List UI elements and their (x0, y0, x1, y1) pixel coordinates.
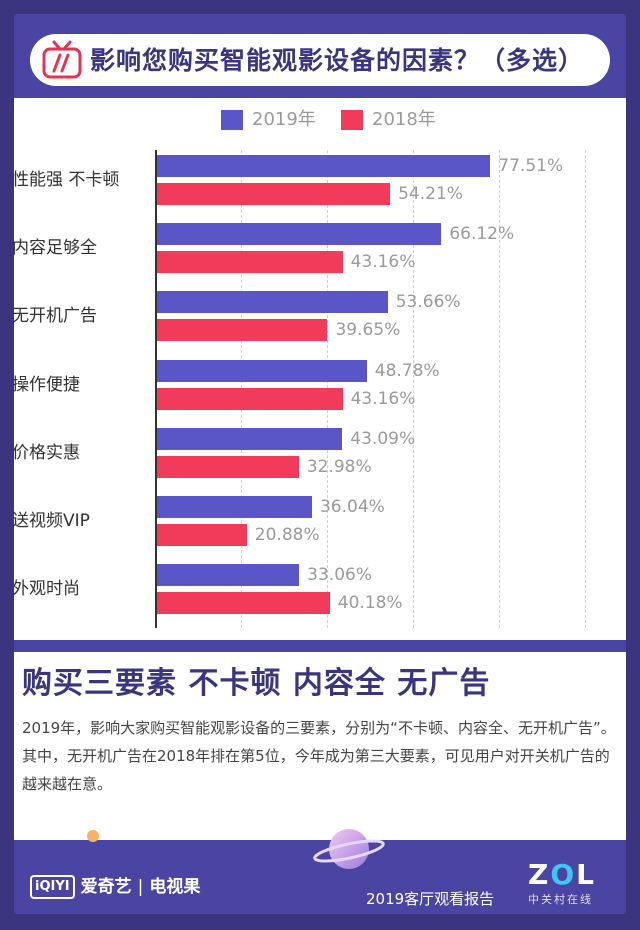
gridline (413, 150, 414, 628)
zol-letter-l: L (576, 858, 596, 891)
bar-2018 (157, 524, 247, 546)
data-label: 32.98% (306, 456, 372, 477)
data-label: 36.04% (319, 497, 385, 517)
category-label: 性能强 不卡顿 (12, 170, 120, 190)
y-axis (155, 150, 157, 628)
iqiyi-brand: iQIYI 爱奇艺 | 电视果 (30, 872, 200, 902)
gridline (499, 150, 500, 628)
title-pill (30, 34, 610, 86)
bar-2019 (157, 427, 343, 450)
category-label: 无开机广告 (12, 306, 97, 327)
bar-2019 (157, 291, 388, 314)
gridline (585, 150, 586, 628)
zol-subtitle: 中关村在线 (528, 893, 593, 906)
data-label: 43.16% (350, 388, 416, 409)
data-label: 33.06% (307, 565, 372, 586)
bar-2019 (157, 496, 312, 518)
zol-logo: ZOL (528, 858, 596, 892)
bar-2018 (157, 251, 343, 274)
bar-2018 (157, 387, 343, 410)
decorative-dot (87, 830, 99, 842)
planet-icon (313, 829, 385, 869)
iqiyi-logo: iQIYI (30, 875, 75, 899)
category-label: 操作便捷 (12, 374, 80, 395)
bar-2019 (157, 223, 442, 246)
bar-2018 (157, 183, 391, 205)
bar-2019 (157, 564, 300, 587)
summary-body: 2019年，影响大家购买智能观影设备的三要素，分别为“不卡顿、内容全、无开机广告… (22, 719, 616, 793)
zol-letter-o: O (550, 858, 577, 891)
data-label: 39.65% (335, 320, 401, 341)
data-label: 66.12% (449, 224, 515, 245)
data-label: 48.78% (374, 360, 440, 381)
bar-2019 (157, 359, 367, 382)
bar-2018 (157, 592, 330, 615)
category-label: 送视频VIP (12, 511, 90, 531)
category-label: 价格实惠 (12, 442, 80, 463)
legend-label-2018: 2018年 (372, 109, 436, 130)
legend-label-2019: 2019年 (252, 109, 316, 130)
tv-icon (42, 40, 82, 79)
summary-panel (14, 652, 626, 840)
brand-sub: 电视果 (149, 877, 201, 897)
legend-swatch-2018 (341, 110, 363, 130)
bar-2018 (157, 319, 328, 342)
bar-2019 (157, 155, 491, 177)
data-label: 53.66% (395, 292, 461, 313)
data-label: 40.18% (337, 593, 403, 614)
category-label: 外观时尚 (12, 579, 80, 600)
category-label: 内容足够全 (12, 238, 97, 259)
page-title: 影响您购买智能观影设备的因素？（多选） (90, 46, 585, 75)
data-label: 43.09% (350, 428, 416, 449)
brand-separator: | (137, 877, 144, 897)
data-label: 20.88% (254, 525, 320, 545)
zol-letter-z: Z (528, 858, 551, 891)
report-name: 2019客厅观看报告 (366, 890, 495, 908)
bar-2018 (157, 455, 299, 478)
data-label: 77.51% (498, 156, 564, 176)
data-label: 43.16% (350, 252, 416, 273)
summary-headline: 购买三要素 不卡顿 内容全 无广告 (22, 666, 491, 701)
brand-name: 爱奇艺 (80, 877, 132, 897)
legend-swatch-2019 (221, 110, 243, 130)
data-label: 54.21% (398, 184, 463, 204)
